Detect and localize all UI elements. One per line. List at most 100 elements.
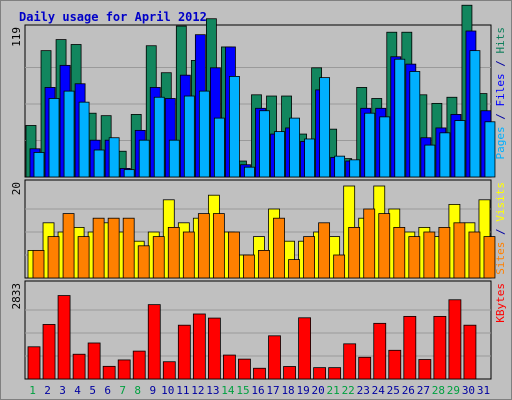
bot-bar-kbytes <box>42 324 56 380</box>
top-bar-pages <box>424 144 436 178</box>
mid-bar-sites <box>152 236 165 279</box>
bot-bar-kbytes <box>448 299 462 380</box>
top-bar-pages <box>304 138 315 178</box>
bot-bar-kbytes <box>72 353 86 380</box>
x-tick-label: 21 <box>327 384 340 397</box>
top-bar-pages <box>349 159 361 178</box>
x-tick-label: 26 <box>402 384 415 397</box>
top-bar-pages <box>78 101 90 178</box>
x-tick-label: 23 <box>357 384 370 397</box>
top-bar-pages <box>409 71 421 178</box>
x-axis-day-labels: 1 2 3 4 5 6 7 8 9 10 11 12 13 14 15 16 17 18 19 20 21 22 23 24 2… <box>29 384 490 397</box>
x-tick-label: 15 <box>236 384 249 397</box>
top-bar-pages <box>138 139 150 178</box>
bot-bar-kbytes <box>238 358 251 380</box>
top-bar-pages <box>108 137 120 178</box>
x-tick-label: 1 <box>29 384 36 397</box>
top-ymax-label: 119 <box>10 27 23 47</box>
mid-bar-sites <box>197 213 210 279</box>
x-tick-label: 13 <box>206 384 219 397</box>
mid-bar-sites <box>333 254 346 279</box>
mid-bar-sites <box>77 236 90 279</box>
x-tick-label: 24 <box>372 384 386 397</box>
series-label-part: Visits <box>494 182 507 222</box>
top-bar-pages <box>244 166 255 178</box>
series-label-part: Files <box>494 73 507 106</box>
x-tick-label: 2 <box>44 384 51 397</box>
bot-bar-kbytes <box>388 349 402 380</box>
mid-bar-sites <box>318 222 331 279</box>
bot-bar-kbytes <box>373 322 387 380</box>
bot-bar-kbytes <box>87 342 101 380</box>
bot-bar-kbytes <box>117 359 131 380</box>
bot-bar-kbytes <box>298 317 311 380</box>
x-tick-label: 28 <box>432 384 445 397</box>
top-bar-pages <box>168 139 180 178</box>
top-bar-pages <box>274 131 285 178</box>
bot-bar-kbytes <box>283 366 296 380</box>
bot-bar-kbytes <box>418 359 432 380</box>
top-bar-pages <box>364 112 376 178</box>
top-bar-pages <box>153 96 165 178</box>
x-tick-label: 20 <box>312 384 325 397</box>
series-label-part: KBytes <box>494 283 507 323</box>
series-label-part: Pages <box>494 126 507 159</box>
x-tick-label: 22 <box>342 384 355 397</box>
mid-ymax-label: 20 <box>10 182 23 195</box>
series-label-part: / <box>494 222 507 242</box>
mid-bar-sites <box>438 226 451 279</box>
top-bar-pages <box>183 95 195 178</box>
top-bar-pages <box>213 117 225 178</box>
x-tick-label: 9 <box>149 384 156 397</box>
top-bar-pages <box>33 152 45 178</box>
chart-title: Daily usage for April 2012 <box>19 10 207 24</box>
x-tick-label: 27 <box>417 384 430 397</box>
x-tick-label: 14 <box>221 384 235 397</box>
bot-bar-kbytes <box>358 356 372 380</box>
mid-bar-sites <box>32 249 45 279</box>
x-tick-label: 31 <box>477 384 490 397</box>
mid-bar-sites <box>212 213 225 279</box>
x-tick-label: 25 <box>387 384 400 397</box>
x-tick-label: 6 <box>104 384 111 397</box>
top-bar-pages <box>454 120 466 178</box>
mid-bar-sites <box>122 217 135 279</box>
bot-bar-kbytes <box>268 335 281 380</box>
bot-bar-kbytes <box>132 350 146 380</box>
series-label-part: Hits <box>494 27 507 54</box>
mid-bar-sites <box>47 236 60 279</box>
mid-bar-sites <box>468 231 481 279</box>
top-bar-pages <box>334 155 346 178</box>
bot-bar-kbytes <box>328 367 342 380</box>
mid-bar-sites <box>453 222 466 279</box>
top-bar-pages <box>379 116 391 178</box>
mid-bar-sites <box>408 236 421 279</box>
mid-series-label: Sites / Visits <box>494 182 507 275</box>
mid-bar-sites <box>137 245 150 279</box>
top-bar-pages <box>93 149 105 178</box>
bot-bar-kbytes <box>403 315 417 380</box>
x-tick-label: 19 <box>296 384 309 397</box>
top-series-label: Pages / Files / Hits <box>494 27 507 160</box>
bot-bar-kbytes <box>102 365 116 380</box>
top-bar-pages <box>229 75 240 178</box>
x-tick-label: 5 <box>89 384 96 397</box>
mid-bar-sites <box>378 213 391 279</box>
x-tick-label: 29 <box>447 384 460 397</box>
mid-bar-sites <box>348 226 361 279</box>
mid-bar-sites <box>62 213 75 279</box>
mid-panel: 20 Sites / Visits <box>10 179 507 279</box>
top-bar-pages <box>198 90 210 178</box>
bot-series-label: KBytes <box>494 283 507 323</box>
bot-bar-kbytes <box>162 361 176 380</box>
x-tick-label: 7 <box>119 384 126 397</box>
bot-bar-kbytes <box>463 324 477 380</box>
mid-bar-sites <box>182 231 195 279</box>
bot-bar-kbytes <box>147 304 161 380</box>
bot-bar-kbytes <box>207 317 221 380</box>
top-bar-pages <box>394 58 406 178</box>
x-tick-label: 18 <box>281 384 294 397</box>
mid-bar-sites <box>423 231 436 279</box>
